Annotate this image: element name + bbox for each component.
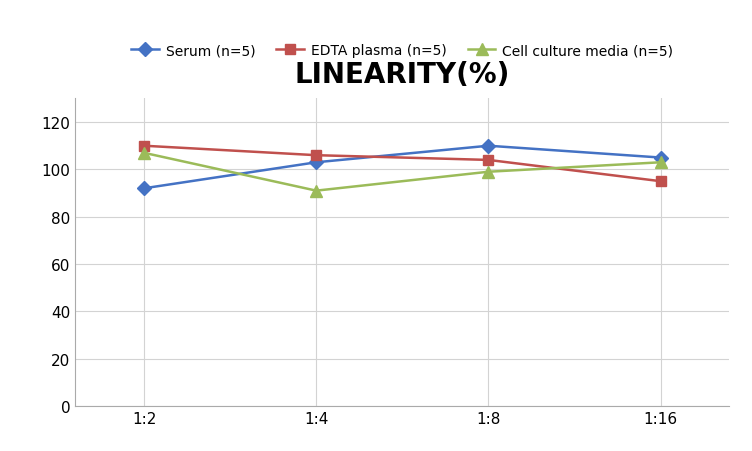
- Serum (n=5): [140, 186, 149, 192]
- Line: EDTA plasma (n=5): EDTA plasma (n=5): [139, 142, 666, 187]
- Cell culture media (n=5): [656, 160, 665, 166]
- EDTA plasma (n=5): [312, 153, 321, 159]
- Legend: Serum (n=5), EDTA plasma (n=5), Cell culture media (n=5): Serum (n=5), EDTA plasma (n=5), Cell cul…: [126, 39, 679, 64]
- EDTA plasma (n=5): [656, 179, 665, 184]
- Serum (n=5): [484, 144, 493, 149]
- Line: Serum (n=5): Serum (n=5): [139, 142, 666, 194]
- Serum (n=5): [312, 160, 321, 166]
- Cell culture media (n=5): [140, 151, 149, 156]
- Serum (n=5): [656, 156, 665, 161]
- Title: LINEARITY(%): LINEARITY(%): [295, 60, 510, 88]
- Cell culture media (n=5): [484, 170, 493, 175]
- EDTA plasma (n=5): [140, 144, 149, 149]
- Cell culture media (n=5): [312, 189, 321, 194]
- Line: Cell culture media (n=5): Cell culture media (n=5): [138, 148, 666, 197]
- EDTA plasma (n=5): [484, 158, 493, 163]
